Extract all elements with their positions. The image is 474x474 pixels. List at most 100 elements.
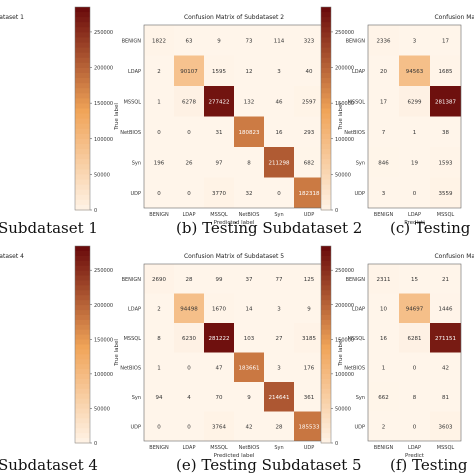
colorbar-segment <box>321 12 331 18</box>
x-tick-label: LDAP <box>183 212 196 218</box>
colorbar-segment <box>75 339 90 346</box>
colorbar-segment <box>75 159 90 165</box>
colorbar-segment <box>321 413 331 419</box>
x-tick-label: NetBIOS <box>239 445 260 451</box>
colorbar-segment <box>75 285 90 291</box>
cell-value-label: 361 <box>304 395 315 401</box>
colorbar-tick-label: 50000 <box>335 406 351 412</box>
y-tick-label: Syn <box>132 395 141 401</box>
cell-value-label: 97 <box>216 160 223 166</box>
cell-value-label: 0 <box>157 424 161 430</box>
colorbar-segment <box>321 42 331 49</box>
colorbar-segment <box>75 128 90 135</box>
cell-value-label: 185533 <box>299 424 320 430</box>
cell-value-label: 2690 <box>152 277 166 283</box>
heatmap-cell <box>399 382 430 412</box>
colorbar-segment <box>75 408 90 415</box>
cell-value-label: 2336 <box>377 38 391 44</box>
cell-value-label: 16 <box>276 130 283 136</box>
colorbar-segment <box>321 374 331 380</box>
heatmap-cell <box>234 264 264 294</box>
colorbar-tick-label: 250000 <box>335 30 354 36</box>
heatmap-cell <box>234 86 264 117</box>
x-tick-label: BENIGN <box>149 212 169 218</box>
cell-value-label: 47 <box>216 365 223 371</box>
cell-value-label: 77 <box>276 277 283 283</box>
colorbar-segment <box>75 72 90 79</box>
cell-value-label: 132 <box>244 99 255 105</box>
cell-value-label: 4 <box>187 395 191 401</box>
y-tick-label: UDP <box>130 191 141 197</box>
colorbar-segment <box>321 7 331 13</box>
heatmap-cell <box>234 382 264 412</box>
heatmap-cell <box>264 177 294 208</box>
caption-d: Subdataset 4 <box>0 456 98 474</box>
x-tick-label: UDP <box>304 212 315 218</box>
colorbar-segment <box>321 418 331 424</box>
chart-title: Subdataset 1 <box>0 14 24 21</box>
cell-value-label: 70 <box>216 395 223 401</box>
cell-value-label: 214641 <box>269 395 290 401</box>
colorbar-segment <box>75 349 90 355</box>
heatmap-cell <box>174 116 204 147</box>
colorbar-segment <box>321 22 331 28</box>
colorbar-segment <box>321 369 331 375</box>
heatmap-cell <box>234 323 264 353</box>
heatmap-cell <box>144 55 174 86</box>
cell-value-label: 99 <box>216 277 223 283</box>
colorbar-segment <box>321 246 331 252</box>
colorbar-segment <box>75 246 90 252</box>
heatmap-cell <box>430 86 461 117</box>
colorbar-segment <box>321 250 331 257</box>
heatmap-cell <box>174 293 204 323</box>
y-tick-label: UDP <box>354 424 365 430</box>
heatmap-cell <box>399 264 430 294</box>
cell-value-label: 3 <box>413 38 417 44</box>
colorbar-tick-label: 100000 <box>335 372 354 378</box>
colorbar-segment <box>321 113 331 120</box>
colorbar-segment <box>321 310 331 316</box>
heatmap-cell <box>264 293 294 323</box>
cell-value-label: 176 <box>304 365 315 371</box>
heatmap-cell <box>204 264 234 294</box>
y-tick-label: LDAP <box>128 306 141 312</box>
heatmap-cell <box>204 147 234 178</box>
cell-value-label: 0 <box>157 130 161 136</box>
colorbar-segment <box>321 359 331 365</box>
heatmap-cell <box>399 352 430 382</box>
cell-value-label: 682 <box>304 160 315 166</box>
colorbar-segment <box>75 438 90 444</box>
heatmap-cell <box>234 177 264 208</box>
cell-value-label: 662 <box>378 395 389 401</box>
heatmap-cell <box>368 25 399 56</box>
heatmap-cell <box>430 264 461 294</box>
colorbar-segment <box>321 354 331 360</box>
colorbar-segment <box>75 374 90 380</box>
heatmap-cell <box>399 177 430 208</box>
heatmap-cell <box>430 147 461 178</box>
y-tick-label: MSSQL <box>124 336 142 342</box>
colorbar-segment <box>321 423 331 429</box>
cell-value-label: 1 <box>413 130 417 136</box>
heatmap-cell <box>430 116 461 147</box>
heatmap-cell <box>430 382 461 412</box>
colorbar-segment <box>75 27 90 33</box>
cell-value-label: 10 <box>380 306 387 312</box>
colorbar-tick-label: 200000 <box>94 303 113 309</box>
cell-value-label: 846 <box>378 160 389 166</box>
cell-value-label: 277422 <box>209 99 230 105</box>
colorbar-segment <box>321 194 331 201</box>
colorbar-segment <box>321 149 331 155</box>
colorbar-segment <box>321 199 331 206</box>
cell-value-label: 26 <box>186 160 193 166</box>
cell-value-label: 103 <box>244 336 255 342</box>
colorbar-segment <box>321 438 331 444</box>
cell-value-label: 2311 <box>377 277 391 283</box>
heatmap-cell <box>144 147 174 178</box>
cell-value-label: 0 <box>187 130 191 136</box>
heatmap-cell <box>174 177 204 208</box>
cell-value-label: 12 <box>246 69 253 75</box>
heatmap-cell <box>204 323 234 353</box>
colorbar-segment <box>321 275 331 282</box>
colorbar-segment <box>321 103 331 110</box>
